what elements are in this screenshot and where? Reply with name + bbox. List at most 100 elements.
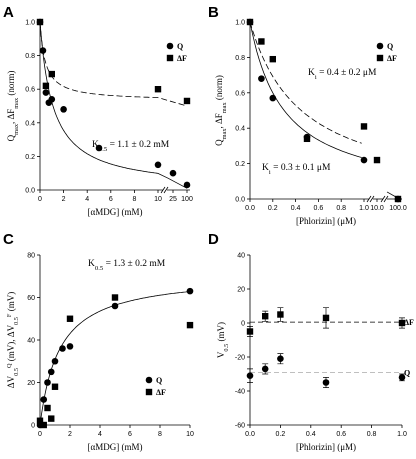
a-fit-deltaf <box>39 21 188 107</box>
b-ytick-label: 0.2 <box>235 161 245 168</box>
b-point-deltaf <box>269 55 276 63</box>
a-x-axis-label: [αMDG] (mM) <box>88 207 143 217</box>
b-point-deltaf <box>360 123 368 130</box>
c-ytick-label: 20 <box>27 380 35 387</box>
d-ytick-label: -20 <box>235 355 245 362</box>
b-point-deltaf <box>258 38 265 45</box>
b-x-axis-label: [Phlorizin] (μM) <box>296 216 356 226</box>
c-xtick-label: 0 <box>38 431 42 438</box>
panel-label-d: D <box>208 231 219 248</box>
c-point-q <box>111 302 119 310</box>
c-ytick-label: 0 <box>31 423 35 430</box>
b-xtick-label: 10.0 <box>370 205 384 212</box>
d-xtick-label: 0.4 <box>306 431 316 438</box>
b-xtick-label: 1.0 <box>359 205 369 212</box>
c-point-deltaf <box>44 404 51 412</box>
d-point-q <box>261 365 269 373</box>
a-point-deltaf <box>183 97 191 105</box>
d-xtick-label: 0.0 <box>245 431 255 438</box>
b-fit-q <box>249 21 362 158</box>
d-xtick-label: 0.6 <box>336 431 346 438</box>
b-point-deltaf <box>303 135 311 143</box>
a-point-q <box>39 47 47 54</box>
d-point-q <box>322 379 330 386</box>
b-xtick-label: 100.0 <box>389 205 407 212</box>
c-point-q <box>47 368 55 376</box>
c-fit-q <box>39 291 191 426</box>
d-point-deltaf <box>277 311 284 318</box>
panel-label-b: B <box>208 4 219 21</box>
a-legend-marker <box>166 54 174 62</box>
c-legend-marker <box>145 376 153 384</box>
b-ytick-label: 0.0 <box>235 197 245 204</box>
d-xtick-label: 0.2 <box>276 431 286 438</box>
c-xtick-label: 2 <box>68 431 72 438</box>
a-point-q <box>183 181 191 189</box>
a-point-deltaf <box>42 82 50 90</box>
d-ytick-label: 20 <box>237 287 245 294</box>
b-legend-marker <box>376 54 384 62</box>
d-series-label-deltaf: ΔF <box>404 318 414 327</box>
b-ytick-label: 0.4 <box>235 126 245 133</box>
b-legend-marker <box>376 42 384 50</box>
a-legend-label: Q <box>177 42 183 51</box>
a-point-q <box>60 106 67 113</box>
b-legend-label: ΔF <box>387 54 397 63</box>
b-xtick-label: 0.8 <box>336 205 346 212</box>
d-ytick-label: -60 <box>235 423 245 430</box>
b-legend-label: Q <box>387 42 393 51</box>
a-point-q <box>95 144 103 152</box>
c-point-deltaf <box>51 383 59 390</box>
c-point-deltaf <box>66 315 74 322</box>
d-ytick-label: 0 <box>241 321 245 328</box>
c-ytick-label: 80 <box>27 253 35 260</box>
c-ytick-label: 60 <box>27 295 35 302</box>
b-fit-deltaf <box>249 21 362 144</box>
a-ytick-label: 0.8 <box>25 53 35 60</box>
d-point-deltaf <box>398 319 406 327</box>
a-point-q <box>169 169 177 177</box>
a-xtick-label: 6 <box>109 196 113 203</box>
a-ytick-label: 0.4 <box>25 120 35 127</box>
d-point-deltaf <box>246 328 254 335</box>
b-point-deltaf <box>394 195 402 203</box>
c-ytick-label: 40 <box>27 338 35 345</box>
b-annotation-deltaf: Ki = 0.4 ± 0.2 μM <box>308 68 377 81</box>
c-xtick-label: 6 <box>128 431 132 438</box>
b-point-q <box>258 75 265 82</box>
c-y-axis-label: ΔV0.5Q (mV), ΔV0.5F (mV) <box>6 292 20 388</box>
b-xtick-label: 0.4 <box>291 205 301 212</box>
a-xtick-label: 8 <box>132 196 136 203</box>
d-point-q <box>398 374 406 381</box>
b-point-deltaf <box>246 18 254 26</box>
c-point-deltaf <box>111 294 119 301</box>
b-axis-break <box>380 195 389 203</box>
a-xtick-label: 10 <box>154 196 162 203</box>
c-legend-label: Q <box>156 376 162 385</box>
a-point-q <box>48 95 56 103</box>
d-point-deltaf <box>322 314 330 322</box>
a-fit-q <box>39 21 188 189</box>
d-point-deltaf <box>262 313 269 320</box>
c-legend-marker <box>145 388 153 396</box>
c-xtick-label: 4 <box>98 431 102 438</box>
a-legend-label: ΔF <box>177 54 187 63</box>
a-legend-marker <box>166 42 174 50</box>
d-xtick-label: 0.8 <box>367 431 377 438</box>
c-point-q <box>59 345 66 352</box>
a-point-deltaf <box>36 18 44 26</box>
c-point-deltaf <box>40 421 47 429</box>
a-ytick-label: 0.6 <box>25 87 35 94</box>
a-xtick-label: 4 <box>85 196 89 203</box>
c-xtick-label: 10 <box>186 431 194 438</box>
b-point-q <box>269 94 277 102</box>
c-point-deltaf <box>36 417 44 424</box>
a-point-deltaf <box>154 86 162 93</box>
b-y-axis-label: Qmax, ΔFmax (norm) <box>214 75 228 146</box>
a-axis-break <box>160 186 169 194</box>
d-point-q <box>246 372 254 380</box>
b-ytick-label: 0.6 <box>235 90 245 97</box>
d-xtick-label: 1.0 <box>397 431 407 438</box>
c-x-axis-label: [αMDG] (mM) <box>88 442 143 452</box>
b-point-q <box>360 156 368 164</box>
